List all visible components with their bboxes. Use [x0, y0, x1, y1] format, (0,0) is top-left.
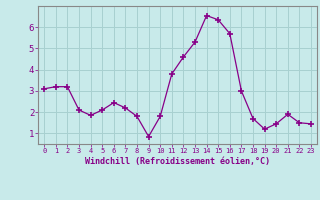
- X-axis label: Windchill (Refroidissement éolien,°C): Windchill (Refroidissement éolien,°C): [85, 157, 270, 166]
